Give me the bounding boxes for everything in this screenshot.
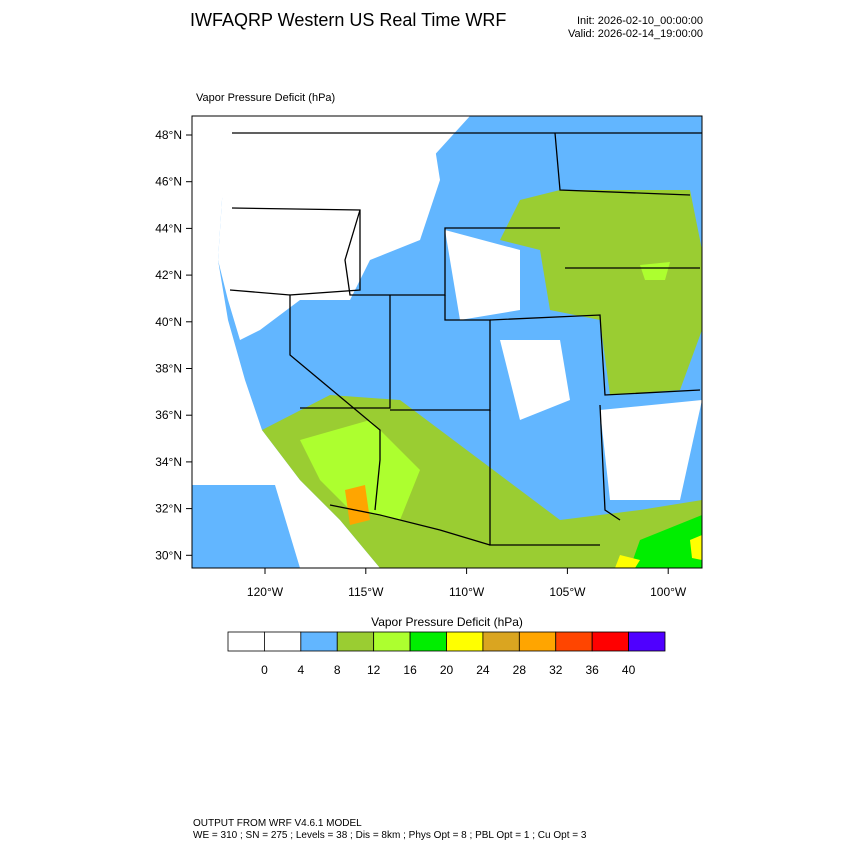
colorbar-box <box>336 631 375 652</box>
lon-label: 105°W <box>549 585 586 599</box>
field-label: Vapor Pressure Deficit (hPa) <box>196 92 335 104</box>
init-time: Init: 2026-02-10_00:00:00 <box>577 15 703 27</box>
map-frame <box>191 115 703 569</box>
lat-label: 40°N <box>155 315 182 329</box>
lat-label: 36°N <box>155 408 182 422</box>
lat-label: 42°N <box>155 268 182 282</box>
colorbar-label: 12 <box>367 663 381 677</box>
title: IWFAQRP Western US Real Time WRF <box>190 10 506 30</box>
colorbar-box <box>555 631 593 652</box>
footer-line: WE = 310 ; SN = 275 ; Levels = 38 ; Dis … <box>193 830 587 841</box>
colorbar-label: 32 <box>549 663 563 677</box>
map <box>191 115 703 569</box>
colorbar-label: 16 <box>403 663 417 677</box>
lat-label: 34°N <box>155 455 182 469</box>
colorbar-box <box>518 631 557 652</box>
lon-labels: 120°W 115°W 110°W 105°W 100°W <box>247 568 687 599</box>
colorbar-label: 0 <box>261 663 268 677</box>
colorbar-box <box>628 631 666 652</box>
colorbar-box <box>446 631 484 652</box>
lat-label: 30°N <box>155 548 182 562</box>
lat-labels: 48°N 46°N 44°N 42°N 40°N 38°N 36°N 34°N 32°N 30°N <box>155 128 192 562</box>
footer-line: OUTPUT FROM WRF V4.6.1 MODEL <box>193 818 362 829</box>
colorbar-label: 8 <box>334 663 341 677</box>
valid-time: Valid: 2026-02-14_19:00:00 <box>568 28 703 40</box>
colorbar-box <box>409 631 447 652</box>
colorbar-box <box>300 631 338 652</box>
lon-label: 110°W <box>449 585 485 599</box>
lat-label: 46°N <box>155 175 182 189</box>
lat-label: 32°N <box>155 502 182 516</box>
colorbar-label: 20 <box>440 663 454 677</box>
colorbar-label: 28 <box>513 663 527 677</box>
colorbar-label: 36 <box>585 663 599 677</box>
colorbar-box <box>227 631 265 652</box>
lat-label: 44°N <box>155 221 182 235</box>
colorbar-box <box>264 631 302 652</box>
colorbar-title: Vapor Pressure Deficit (hPa) <box>371 615 523 629</box>
colorbar-box <box>482 631 520 652</box>
lon-label: 120°W <box>247 585 284 599</box>
colorbar-label: 4 <box>297 663 304 677</box>
colorbar: 0 4 8 12 16 20 24 28 32 36 40 <box>227 631 666 677</box>
lat-label: 48°N <box>155 128 182 142</box>
lat-label: 38°N <box>155 362 182 376</box>
lon-label: 115°W <box>348 585 384 599</box>
colorbar-box <box>591 631 629 652</box>
colorbar-label: 40 <box>622 663 636 677</box>
colorbar-box <box>373 631 411 652</box>
lon-label: 100°W <box>650 585 687 599</box>
colorbar-label: 24 <box>476 663 490 677</box>
